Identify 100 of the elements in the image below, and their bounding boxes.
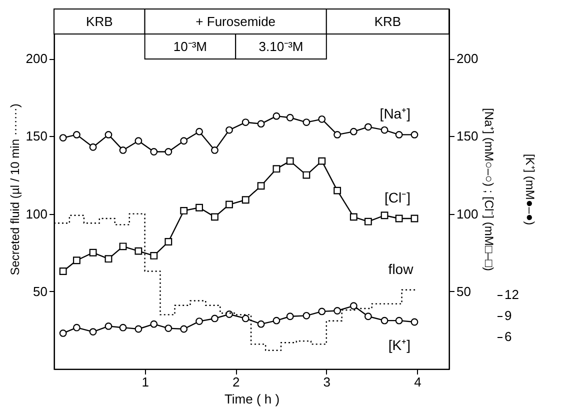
y2-axis-title: [Na⁺] (mM○–○) ; [Cl⁻] (mM□–□) <box>482 108 496 271</box>
point <box>119 146 127 154</box>
point <box>242 118 250 126</box>
series-label: [K⁺] <box>388 336 410 353</box>
x-tick-label: 3 <box>323 374 331 390</box>
point <box>72 324 80 332</box>
point <box>89 248 97 256</box>
y2-tick-label: 200 <box>456 51 478 66</box>
point <box>211 314 218 322</box>
point <box>89 328 97 336</box>
point <box>350 213 358 221</box>
point <box>395 130 403 138</box>
point <box>257 320 265 328</box>
point <box>380 316 388 324</box>
point <box>334 130 342 138</box>
x-axis-title: Time ( h ) <box>224 392 280 406</box>
point <box>164 238 172 246</box>
x-tick-label: 4 <box>414 374 422 390</box>
point <box>272 112 280 120</box>
point <box>196 318 203 325</box>
band-label: + Furosemide <box>196 14 276 29</box>
point <box>72 256 80 264</box>
point <box>242 196 250 204</box>
point <box>380 212 388 220</box>
point <box>286 312 294 320</box>
point <box>196 128 203 136</box>
point <box>302 312 310 320</box>
point <box>318 157 326 165</box>
point <box>150 148 158 156</box>
point <box>334 186 342 194</box>
point <box>211 146 218 154</box>
point <box>286 114 294 122</box>
point <box>242 314 250 322</box>
y-axis-title: Secreted fluid (µl / 10 min ·······) <box>8 104 22 276</box>
point <box>180 207 188 214</box>
point <box>410 214 418 222</box>
point <box>59 330 67 337</box>
point <box>410 130 418 138</box>
band-label: KRB <box>374 14 402 29</box>
x-tick-label: 2 <box>232 374 240 390</box>
point <box>104 255 112 263</box>
point <box>272 316 280 324</box>
y2-tick-label: 50 <box>456 284 471 299</box>
point <box>286 157 294 165</box>
point <box>164 324 172 332</box>
point <box>380 126 388 134</box>
point <box>302 118 310 126</box>
y2-tick-label: 150 <box>456 128 478 144</box>
point <box>364 312 372 320</box>
point <box>257 182 265 190</box>
y-tick-label: 100 <box>26 206 48 222</box>
point <box>410 318 418 326</box>
point <box>150 252 158 260</box>
point <box>119 242 127 250</box>
point <box>59 134 67 142</box>
point <box>89 143 97 151</box>
point <box>119 324 127 332</box>
point <box>226 310 233 318</box>
point <box>104 322 112 330</box>
y-tick-label: 150 <box>26 128 48 144</box>
series-label: [Cl⁻] <box>384 189 410 206</box>
point <box>364 218 372 226</box>
point <box>350 302 358 310</box>
point <box>350 128 358 136</box>
point <box>134 137 142 145</box>
point <box>211 213 218 221</box>
band-label: KRB <box>86 14 113 29</box>
y3-tick-label: 6 <box>504 329 512 344</box>
point <box>196 204 203 212</box>
point <box>180 325 188 333</box>
x-tick-label: 1 <box>142 374 149 390</box>
point <box>334 307 342 314</box>
point <box>395 214 403 222</box>
point <box>272 165 280 173</box>
point <box>150 320 158 328</box>
y3-tick-label: 12 <box>504 287 519 302</box>
point <box>180 137 188 145</box>
point <box>59 268 67 275</box>
point <box>257 120 265 128</box>
y3-axis-title: [K⁺] (mM●–●) <box>522 154 537 226</box>
point <box>364 123 372 131</box>
y2-tick-label: 100 <box>456 206 478 222</box>
point <box>134 247 142 255</box>
point <box>104 130 112 138</box>
point <box>226 200 233 208</box>
point <box>134 325 142 333</box>
y3-tick-label: 9 <box>504 308 512 324</box>
band-label: 10⁻³M <box>173 39 208 54</box>
y-tick-label: 50 <box>33 284 48 299</box>
point <box>164 148 172 156</box>
point <box>226 126 233 134</box>
series-label: [Na⁺] <box>380 106 410 122</box>
point <box>318 115 326 123</box>
point <box>302 171 310 179</box>
band-label: 3.10⁻³M <box>258 39 304 54</box>
point <box>395 316 403 324</box>
point <box>72 130 80 138</box>
point <box>318 308 326 316</box>
y-tick-label: 200 <box>26 51 48 66</box>
series-label: flow <box>388 260 414 277</box>
